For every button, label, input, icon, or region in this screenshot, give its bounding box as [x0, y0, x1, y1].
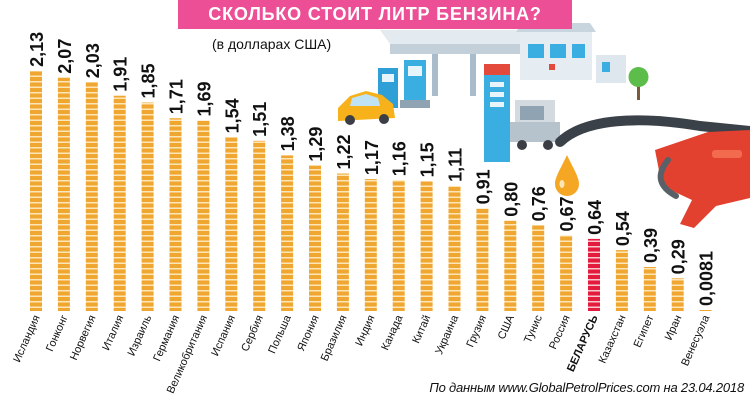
value-labels: 2,13 2,07 2,03 1,91 1,85 1,71 1,69 1,54 1,51 1,38… [27, 32, 717, 306]
car-illustration [338, 91, 395, 125]
tree-illustration [628, 67, 649, 100]
chart-subtitle: (в долларах США) [212, 36, 332, 52]
value-label: 1,17 [362, 140, 382, 175]
category-label: Украина [433, 313, 461, 357]
category-label: Канада [379, 313, 405, 353]
value-label: 1,15 [418, 142, 438, 177]
chart-title: СКОЛЬКО СТОИТ ЛИТР БЕНЗИНА? [208, 4, 542, 24]
bar-24 [671, 278, 684, 311]
fuel-nozzle-illustration [555, 115, 750, 228]
category-label: Исландия [11, 313, 43, 364]
category-label: Иран [663, 313, 685, 342]
category-label: Казахстан [597, 313, 629, 365]
category-label: США [496, 313, 518, 342]
category-label: Россия [547, 313, 573, 351]
bar-8 [225, 137, 238, 311]
bar-23 [643, 267, 656, 311]
value-label: 0,39 [641, 228, 661, 263]
source-note: По данным www.GlobalPetrolPrices.com на … [429, 380, 744, 395]
category-label: Япония [295, 313, 322, 353]
bar-21 [588, 238, 600, 311]
bar-22 [615, 250, 628, 311]
category-label: Испания [209, 313, 238, 358]
bar-18 [504, 220, 517, 311]
bar-15 [420, 181, 433, 311]
value-label: 2,07 [55, 39, 75, 74]
value-label: 1,71 [167, 79, 187, 114]
value-label: 1,38 [278, 116, 298, 151]
bars [30, 70, 712, 312]
category-label: Тунис [522, 313, 545, 345]
bar-16 [448, 185, 461, 311]
category-label: Италия [100, 313, 126, 352]
value-label: 2,13 [27, 32, 47, 67]
value-label: 0,0081 [697, 251, 717, 306]
category-label: Индия [353, 313, 377, 348]
bar-3 [85, 82, 98, 311]
bar-12 [336, 173, 349, 311]
category-label: Израиль [126, 313, 155, 358]
bar-2 [57, 77, 70, 311]
bar-4 [113, 95, 126, 311]
bar-13 [364, 179, 377, 311]
value-label: 0,64 [585, 200, 605, 235]
value-label: 1,51 [250, 102, 270, 137]
value-label: 2,03 [83, 43, 103, 78]
bar-19 [532, 225, 545, 311]
value-label: 1,22 [334, 134, 354, 169]
category-label: Польша [266, 313, 294, 356]
value-label: 1,69 [194, 81, 214, 116]
category-label: Сербия [239, 313, 266, 353]
value-label: 0,91 [473, 169, 493, 204]
bar-14 [392, 180, 405, 311]
value-label: 1,11 [446, 148, 466, 182]
category-label: Германия [151, 313, 182, 363]
bar-9 [253, 140, 266, 311]
bar-25 [699, 310, 712, 311]
truck-illustration [510, 100, 560, 150]
bar-20 [560, 235, 573, 311]
bar-6 [169, 118, 182, 311]
bar-1 [30, 70, 42, 312]
category-label: Венесуэла [679, 313, 712, 368]
gas-station-illustration [378, 23, 626, 162]
value-label: 0,29 [669, 239, 689, 274]
value-label: 1,16 [390, 141, 410, 176]
oil-drop-icon [555, 155, 579, 196]
bar-11 [309, 165, 321, 311]
category-label: Египет [632, 313, 657, 349]
title-banner: СКОЛЬКО СТОИТ ЛИТР БЕНЗИНА? [178, 0, 572, 29]
value-label: 0,54 [613, 211, 633, 246]
category-label: Норвегия [68, 313, 99, 362]
value-label: 1,85 [139, 63, 159, 98]
bar-5 [141, 102, 154, 311]
bar-17 [476, 208, 489, 311]
value-label: 0,80 [501, 182, 521, 217]
value-label: 1,91 [111, 57, 131, 92]
category-label: Китай [410, 313, 433, 345]
value-label: 0,67 [557, 196, 577, 231]
value-label: 1,54 [222, 98, 242, 133]
bar-10 [281, 155, 294, 311]
value-label: 0,76 [529, 186, 549, 221]
category-label: Бразилия [319, 313, 350, 363]
category-label: Гонконг [44, 313, 71, 353]
bar-7 [197, 120, 210, 311]
category-label: Грузия [464, 313, 489, 349]
value-label: 1,29 [306, 127, 326, 162]
